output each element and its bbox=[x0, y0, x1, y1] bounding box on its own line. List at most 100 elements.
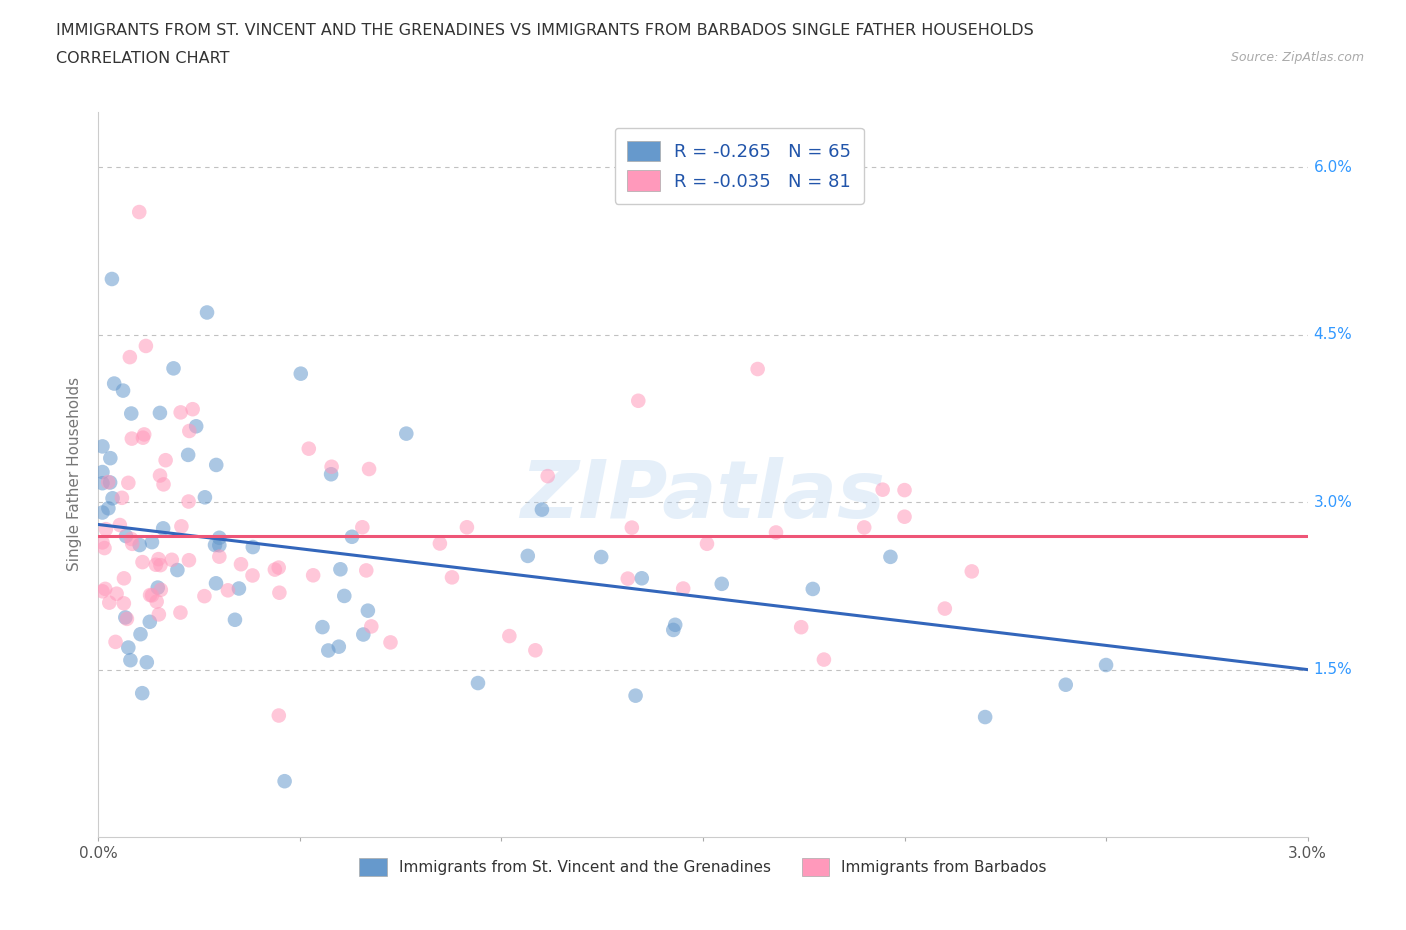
Point bbox=[162, 361, 184, 376]
Point bbox=[340, 529, 363, 544]
Point bbox=[974, 710, 997, 724]
Point bbox=[620, 520, 643, 535]
Point bbox=[516, 549, 538, 564]
Point bbox=[149, 558, 172, 573]
Text: 6.0%: 6.0% bbox=[1313, 160, 1353, 175]
Point bbox=[664, 618, 686, 632]
Point bbox=[152, 477, 174, 492]
Point bbox=[765, 525, 787, 540]
Point bbox=[97, 474, 120, 489]
Point bbox=[524, 643, 547, 658]
Point bbox=[169, 405, 191, 419]
Point bbox=[263, 562, 285, 577]
Point bbox=[149, 582, 172, 597]
Point bbox=[114, 610, 136, 625]
Point bbox=[91, 505, 114, 520]
Point bbox=[117, 475, 139, 490]
Point bbox=[186, 418, 208, 433]
Point bbox=[121, 432, 143, 446]
Point bbox=[356, 563, 378, 578]
Point bbox=[120, 406, 142, 421]
Point bbox=[112, 383, 135, 398]
Point bbox=[624, 688, 647, 703]
Point bbox=[112, 596, 135, 611]
Point bbox=[467, 675, 489, 690]
Point bbox=[380, 635, 402, 650]
Point bbox=[696, 537, 718, 551]
Point bbox=[204, 538, 226, 552]
Point bbox=[94, 581, 117, 596]
Point bbox=[813, 652, 835, 667]
Point bbox=[316, 643, 339, 658]
Text: IMMIGRANTS FROM ST. VINCENT AND THE GRENADINES VS IMMIGRANTS FROM BARBADOS SINGL: IMMIGRANTS FROM ST. VINCENT AND THE GREN… bbox=[56, 23, 1033, 38]
Point bbox=[617, 571, 640, 586]
Point bbox=[205, 576, 228, 591]
Point bbox=[357, 461, 380, 476]
Point bbox=[662, 622, 685, 637]
Point bbox=[152, 521, 174, 536]
Point bbox=[108, 518, 131, 533]
Point bbox=[115, 528, 138, 543]
Point bbox=[112, 571, 135, 586]
Point bbox=[131, 685, 153, 700]
Point bbox=[98, 595, 121, 610]
Point bbox=[273, 774, 295, 789]
Text: ZIPatlas: ZIPatlas bbox=[520, 457, 886, 535]
Point bbox=[208, 550, 231, 565]
Point bbox=[166, 563, 188, 578]
Point bbox=[98, 451, 121, 466]
Point bbox=[329, 562, 352, 577]
Point bbox=[181, 402, 204, 417]
Y-axis label: Single Father Households: Single Father Households bbox=[67, 378, 83, 571]
Point bbox=[177, 447, 200, 462]
Point bbox=[267, 708, 290, 723]
Point bbox=[630, 571, 652, 586]
Point bbox=[149, 468, 172, 483]
Point bbox=[429, 536, 451, 551]
Point bbox=[934, 601, 956, 616]
Point bbox=[132, 431, 155, 445]
Point bbox=[960, 564, 983, 578]
Point bbox=[146, 580, 169, 595]
Point bbox=[139, 588, 162, 603]
Point bbox=[131, 554, 153, 569]
Point bbox=[208, 538, 231, 552]
Point bbox=[91, 476, 114, 491]
Point bbox=[872, 483, 894, 498]
Point bbox=[710, 577, 733, 591]
Point bbox=[160, 552, 183, 567]
Point bbox=[530, 502, 553, 517]
Point bbox=[101, 491, 124, 506]
Point bbox=[228, 581, 250, 596]
Text: 3.0%: 3.0% bbox=[1313, 495, 1353, 510]
Point bbox=[91, 439, 114, 454]
Point bbox=[242, 539, 264, 554]
Point bbox=[319, 467, 342, 482]
Point bbox=[194, 490, 217, 505]
Point bbox=[120, 532, 142, 547]
Point bbox=[627, 393, 650, 408]
Point bbox=[208, 530, 231, 545]
Point bbox=[145, 557, 167, 572]
Point bbox=[91, 584, 114, 599]
Text: 4.5%: 4.5% bbox=[1313, 327, 1353, 342]
Point bbox=[333, 589, 356, 604]
Point bbox=[537, 469, 560, 484]
Point bbox=[1054, 677, 1077, 692]
Point bbox=[302, 568, 325, 583]
Point bbox=[169, 605, 191, 620]
Point bbox=[98, 475, 121, 490]
Point bbox=[893, 510, 915, 525]
Point bbox=[193, 589, 215, 604]
Point bbox=[224, 612, 246, 627]
Point bbox=[893, 483, 915, 498]
Point bbox=[117, 640, 139, 655]
Point bbox=[155, 453, 177, 468]
Point bbox=[321, 459, 343, 474]
Point bbox=[105, 586, 128, 601]
Point bbox=[177, 494, 200, 509]
Point bbox=[357, 604, 380, 618]
Point bbox=[205, 458, 228, 472]
Point bbox=[311, 619, 333, 634]
Legend: Immigrants from St. Vincent and the Grenadines, Immigrants from Barbados: Immigrants from St. Vincent and the Gren… bbox=[352, 851, 1054, 884]
